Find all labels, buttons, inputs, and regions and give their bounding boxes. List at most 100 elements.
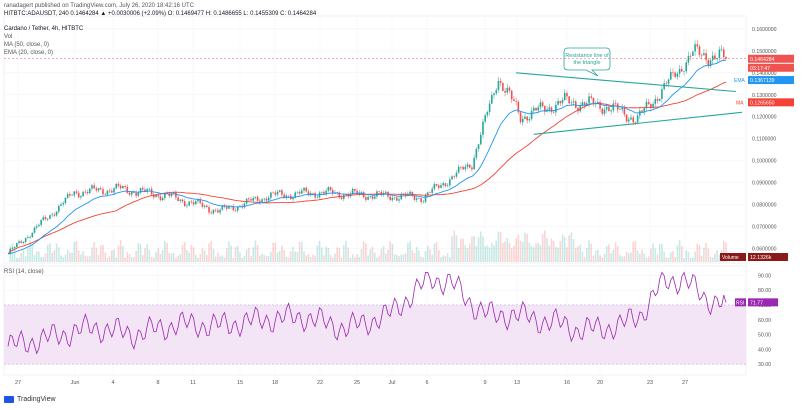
candle-body (568, 96, 570, 104)
candle-body (35, 226, 38, 228)
volume-bar (396, 254, 398, 262)
volume-bar (530, 246, 533, 262)
volume-bar (376, 257, 378, 262)
volume-bar (526, 233, 528, 262)
candle-body (610, 110, 612, 112)
tradingview-brand: TradingView (17, 396, 56, 403)
candle-body (433, 184, 436, 189)
time-axis-label: 8 (156, 380, 159, 386)
volume-bar (64, 254, 67, 262)
candle-body (384, 191, 387, 193)
candle-body (599, 102, 601, 109)
ema-badge: 0.1367139 (750, 78, 775, 84)
candle-body (528, 119, 531, 121)
volume-bar (532, 247, 535, 262)
volume-bar (261, 253, 263, 262)
volume-bar (398, 256, 400, 262)
candle-body (194, 201, 197, 205)
volume-bar (340, 257, 343, 262)
volume-bar (563, 236, 566, 262)
candle-body (172, 192, 175, 194)
candle-body (462, 167, 464, 170)
candle-body (248, 198, 250, 200)
volume-bar (192, 247, 195, 262)
candle-body (219, 209, 221, 213)
volume-bar (457, 247, 460, 262)
candle-body (292, 197, 294, 200)
volume-bar (714, 253, 716, 262)
volume-bar (35, 251, 38, 262)
candle-body (449, 179, 451, 186)
candle-body (58, 205, 60, 212)
resistance-trendline (516, 72, 737, 93)
volume-bar (303, 251, 305, 262)
volume-bar (466, 247, 469, 262)
price-badge: 0.1464284 (750, 57, 775, 63)
candle-body (93, 185, 95, 189)
candle-body (60, 204, 62, 206)
volume-bar (267, 256, 270, 262)
volume-bar (327, 247, 330, 262)
volume-bar (115, 257, 118, 262)
volume-bar (703, 247, 705, 262)
candle-body (371, 196, 374, 199)
volume-bar (519, 240, 522, 262)
volume-bar (709, 256, 712, 262)
candle-body (115, 183, 118, 189)
candle-body (214, 209, 217, 211)
volume-bar (223, 257, 226, 262)
rsi-line (7, 271, 727, 355)
volume-bar (647, 256, 650, 262)
candle-body (378, 191, 380, 192)
volume-bar (188, 252, 190, 262)
volume-bar (510, 247, 513, 262)
candle-body (146, 189, 148, 192)
candle-body (676, 73, 679, 77)
volume-bar (404, 253, 407, 262)
volume-bar (674, 257, 676, 262)
volume-bar (243, 255, 246, 262)
volume-bar (402, 254, 405, 262)
candle-body (592, 97, 595, 105)
volume-bar (75, 241, 78, 262)
volume-bar (590, 243, 593, 262)
volume-bar (482, 236, 484, 262)
time-axis-label: 25 (354, 380, 360, 386)
candle-body (199, 198, 202, 204)
candle-body (654, 98, 657, 104)
volume-bar (641, 249, 643, 262)
volume-bar (413, 253, 416, 262)
volume-bar (493, 245, 495, 262)
ema-legend: EMA (20, close, 0) (4, 50, 54, 56)
candle-body (97, 188, 100, 191)
volume-bar (380, 248, 383, 262)
candle-body (722, 49, 725, 58)
time-axis-label: 23 (647, 380, 653, 386)
volume-bar (358, 257, 361, 262)
volume-bar (548, 245, 551, 262)
candle-body (398, 199, 400, 201)
volume-bar (183, 241, 186, 262)
candle-body (267, 197, 270, 201)
candle-body (119, 185, 122, 189)
tradingview-logo[interactable]: TradingView (4, 396, 56, 403)
candle-body (203, 205, 206, 207)
volume-bar (389, 241, 391, 262)
candle-body (667, 79, 670, 84)
volume-bar (292, 246, 294, 262)
volume-bar (597, 249, 599, 262)
volume-bar (323, 255, 325, 262)
volume-bar (528, 242, 531, 262)
candle-body (309, 193, 312, 195)
volume-bar (225, 248, 228, 262)
candle-body (130, 191, 133, 195)
rsi-tag: RSI (736, 300, 744, 306)
volume-bar (696, 243, 699, 262)
volume-bar (38, 251, 40, 262)
candle-body (621, 107, 623, 110)
volume-bar (537, 242, 540, 262)
candle-body (537, 107, 540, 111)
annotation-text-1: Resistance line of (565, 53, 609, 59)
volume-bar (700, 255, 703, 262)
